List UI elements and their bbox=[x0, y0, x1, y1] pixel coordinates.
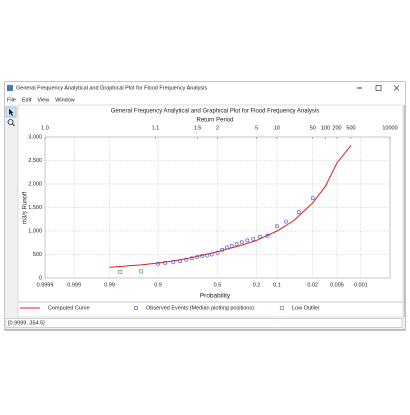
x2-tick-label: 1.1 bbox=[152, 125, 160, 131]
observed-point bbox=[310, 196, 315, 201]
x2-tick-label: 500 bbox=[346, 125, 355, 131]
x-tick-label: 0.99 bbox=[104, 282, 115, 288]
observed-point bbox=[189, 256, 194, 261]
y-tick-label: 1,000 bbox=[28, 228, 42, 234]
title-bar bbox=[5, 82, 405, 94]
legend-swatch bbox=[280, 306, 284, 310]
pointer-icon bbox=[9, 108, 14, 116]
observed-point bbox=[215, 250, 220, 255]
observed-point bbox=[209, 252, 214, 257]
outlier-point bbox=[118, 269, 123, 274]
observed-point bbox=[245, 238, 250, 243]
x-tick-label: 0.2 bbox=[253, 282, 261, 288]
y-tick-label: 3,000 bbox=[28, 134, 42, 140]
x-tick-label: 0.02 bbox=[307, 282, 318, 288]
y-tick-label: 2,500 bbox=[28, 158, 42, 164]
observed-point bbox=[296, 210, 301, 215]
x2-tick-label: 5 bbox=[255, 125, 258, 131]
observed-point bbox=[265, 233, 270, 238]
y-tick-label: 2,000 bbox=[28, 181, 42, 187]
curve bbox=[109, 145, 352, 268]
x-tick-label: 0.005 bbox=[330, 282, 344, 288]
observed-point bbox=[178, 259, 183, 263]
y-tick-label: 500 bbox=[33, 252, 42, 258]
status-text: [0.9999, 354.5] bbox=[8, 320, 45, 326]
observed-point bbox=[163, 261, 168, 265]
y-axis-title: m3/s Runoff bbox=[23, 192, 29, 225]
toolbar bbox=[5, 105, 17, 317]
x-tick-label: 0.001 bbox=[354, 282, 368, 288]
observed-point bbox=[251, 237, 256, 241]
menu-item[interactable]: File bbox=[7, 97, 16, 103]
x-tick-label: 0.9999 bbox=[37, 282, 54, 288]
menu-item[interactable]: Window bbox=[55, 97, 75, 103]
x2-tick-label: 50 bbox=[310, 125, 316, 131]
x-axis-title: Probability bbox=[200, 293, 231, 300]
observed-point bbox=[195, 254, 200, 259]
x2-tick-label: 200 bbox=[332, 125, 341, 131]
observed-point bbox=[200, 254, 205, 258]
x2-tick-label: 1.5 bbox=[194, 125, 202, 131]
close-button[interactable] bbox=[393, 85, 400, 91]
legend-label: Computed Curve bbox=[48, 305, 90, 311]
x2-tick-label: 100 bbox=[321, 125, 330, 131]
legend-swatch bbox=[134, 306, 138, 310]
observed-point bbox=[275, 224, 279, 229]
x2-tick-label: 2 bbox=[216, 125, 219, 131]
observed-point bbox=[205, 253, 209, 258]
observed-point bbox=[284, 219, 288, 224]
observed-point bbox=[239, 240, 244, 245]
zoom-tool[interactable] bbox=[7, 119, 14, 125]
x-tick-label: 0.5 bbox=[214, 282, 222, 288]
menu-item[interactable]: View bbox=[37, 97, 49, 103]
observed-point bbox=[156, 261, 160, 266]
x2-tick-label: 10 bbox=[274, 125, 280, 131]
x2-tick-label: 1.0 bbox=[41, 125, 49, 131]
app-icon bbox=[7, 85, 13, 91]
legend-label: Observed Events (Median plotting positio… bbox=[146, 305, 254, 311]
observed-point bbox=[234, 242, 239, 247]
observed-point bbox=[258, 234, 262, 239]
window-title: General Frequency Analytical and Graphic… bbox=[16, 85, 207, 91]
zoom-icon bbox=[11, 123, 15, 127]
menu-item[interactable]: Edit bbox=[22, 97, 32, 103]
observed-point bbox=[171, 260, 176, 264]
x-tick-label: 0.1 bbox=[273, 282, 281, 288]
observed-point bbox=[224, 245, 229, 250]
maximize-button[interactable] bbox=[375, 85, 382, 91]
y-tick-label: 0 bbox=[39, 275, 42, 281]
x2-tick-label: 10000 bbox=[382, 125, 397, 131]
menu-bar bbox=[5, 94, 405, 105]
chart-title: General Frequency Analytical and Graphic… bbox=[111, 109, 319, 115]
legend-label: Low Outlier bbox=[292, 305, 320, 311]
outlier-point bbox=[139, 269, 144, 274]
observed-point bbox=[229, 244, 234, 248]
y-tick-label: 1,500 bbox=[28, 205, 42, 211]
x-tick-label: 0.9 bbox=[154, 282, 162, 288]
observed-point bbox=[184, 257, 189, 262]
x2-axis-title: Return Period bbox=[196, 118, 233, 124]
menu: File Edit View Window bbox=[7, 97, 75, 103]
observed-point bbox=[220, 247, 225, 252]
status-field bbox=[5, 318, 403, 328]
x-tick-label: 0.999 bbox=[67, 282, 81, 288]
